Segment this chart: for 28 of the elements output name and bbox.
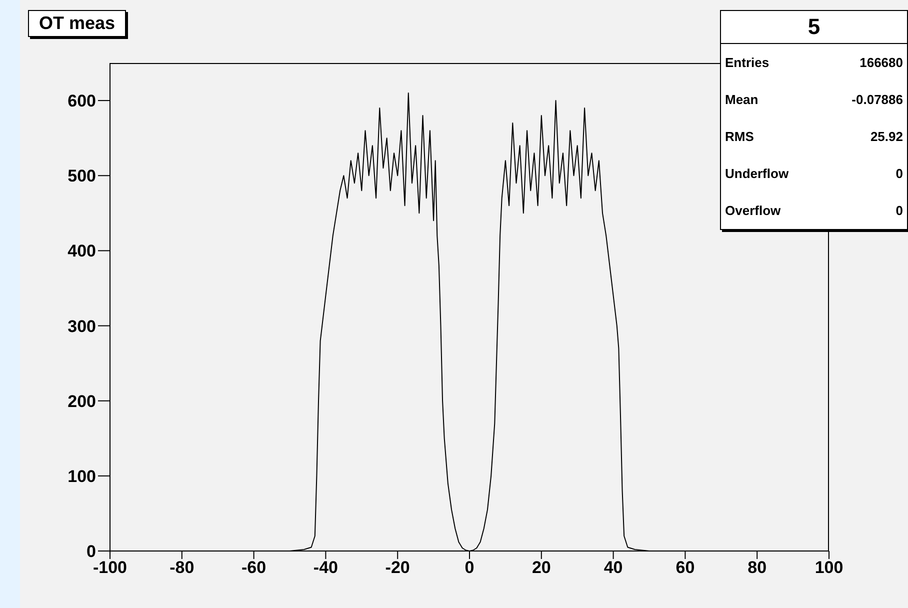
y-tick-label: 400 bbox=[68, 242, 96, 261]
annotation: Overflow bbox=[725, 202, 781, 220]
text: 25.92 bbox=[870, 129, 903, 144]
y-tick-label: 500 bbox=[68, 166, 96, 186]
y-tick-label: 600 bbox=[68, 92, 96, 111]
text: 166680 bbox=[860, 55, 903, 70]
x-tick-label: -40 bbox=[313, 558, 338, 578]
annotation: Mean bbox=[725, 91, 758, 109]
x-tick-label: -60 bbox=[242, 558, 266, 578]
chart-title: OT meas bbox=[28, 10, 126, 37]
y-tick-label: 300 bbox=[68, 316, 96, 336]
x-tick-label: 40 bbox=[604, 558, 623, 578]
y-tick-label: 200 bbox=[68, 392, 96, 411]
text: 0 bbox=[896, 166, 903, 181]
annotation: RMS bbox=[725, 128, 754, 146]
x-tick-label: 100 bbox=[814, 558, 844, 578]
x-tick-label: -20 bbox=[385, 558, 410, 578]
x-tick-label: 20 bbox=[532, 558, 551, 578]
x-tick-label: 80 bbox=[748, 558, 767, 578]
annotation: Underflow bbox=[725, 165, 789, 183]
annotation: Entries bbox=[725, 54, 770, 72]
x-tick-label: 0 bbox=[464, 558, 474, 578]
x-tick-label: 60 bbox=[676, 558, 695, 578]
legend-title: 5 bbox=[721, 11, 907, 44]
x-tick-label: -80 bbox=[170, 558, 194, 578]
text: -0.07886 bbox=[852, 92, 903, 107]
y-tick-label: 100 bbox=[68, 466, 96, 486]
text: 0 bbox=[896, 203, 903, 218]
